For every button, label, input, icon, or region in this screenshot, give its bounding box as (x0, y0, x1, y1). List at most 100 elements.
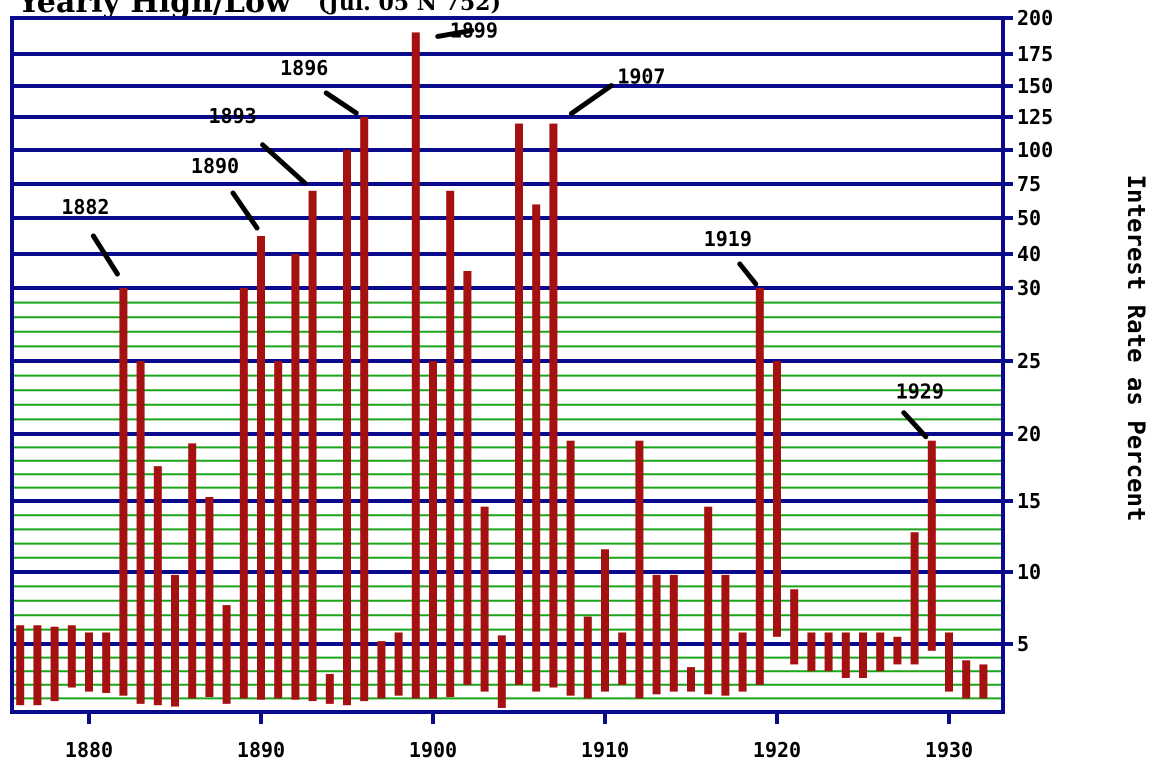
bar (583, 616, 592, 699)
bar (979, 664, 988, 699)
bar (601, 549, 609, 692)
y-tick-label: 10 (1017, 560, 1041, 584)
bar (153, 466, 162, 706)
bar (652, 574, 661, 695)
annotation-pointer (568, 83, 614, 117)
bar (566, 440, 575, 696)
y-axis-label: Interest Rate as Percent (1122, 175, 1150, 522)
bar (360, 117, 369, 702)
y-tick-label: 125 (1017, 105, 1053, 129)
bar (429, 361, 437, 699)
bar (343, 150, 351, 706)
annotation-label: 1929 (896, 380, 944, 404)
bar (635, 440, 644, 699)
y-tick-label: 40 (1017, 242, 1041, 266)
annotation-pointer (260, 142, 308, 186)
bar (33, 625, 42, 706)
annotation-pointer (435, 27, 475, 39)
y-tick-label: 175 (1017, 42, 1053, 66)
annotation-pointer (90, 233, 120, 277)
bar (67, 625, 76, 688)
bar (532, 204, 541, 692)
bar (50, 626, 59, 702)
bar (411, 32, 420, 699)
bar (704, 506, 713, 695)
bar (239, 288, 248, 699)
y-tick-label: 25 (1017, 349, 1041, 373)
bar (446, 190, 455, 698)
bar (291, 254, 300, 700)
bar (308, 190, 317, 702)
annotation-label: 1907 (617, 65, 665, 89)
bar (721, 574, 730, 696)
bar (738, 632, 747, 692)
annotation-label: 1893 (209, 104, 257, 128)
bar (497, 635, 506, 708)
bar (188, 443, 197, 699)
annotation-label: 1899 (450, 18, 498, 42)
bar (790, 589, 799, 665)
annotation-pointer (901, 410, 929, 440)
annotation-pointer (737, 261, 759, 287)
bar (16, 625, 25, 706)
y-tick-label: 5 (1017, 632, 1029, 656)
minor-gridlines (12, 301, 1003, 700)
x-tick-label: 1890 (237, 738, 285, 762)
annotation-label: 1919 (704, 227, 752, 251)
bar (807, 632, 816, 672)
y-tick-label: 150 (1017, 74, 1053, 98)
chart-title: Yearly High/Low (17, 0, 292, 20)
bar (515, 123, 523, 685)
bar (841, 632, 850, 678)
bar (119, 288, 128, 696)
bar (927, 440, 936, 651)
bar (859, 632, 867, 678)
annotations: 1882 1890 1893 1896 1899 1907 1919 1929 (61, 18, 944, 440)
annotation-pointer (230, 190, 260, 231)
x-tick-label: 1920 (753, 738, 801, 762)
bar (463, 271, 472, 685)
bar (876, 632, 885, 672)
y-axis-ticks: 5 10 15 20 25 30 40 50 75 100 125 150 175 200 (1003, 6, 1053, 656)
x-tick-label: 1880 (65, 738, 113, 762)
bar (549, 123, 558, 688)
bar (755, 288, 764, 685)
bar (687, 667, 695, 692)
bar (325, 673, 334, 704)
x-tick-label: 1910 (581, 738, 629, 762)
bar (171, 574, 179, 707)
bar (222, 605, 231, 704)
bar (962, 660, 971, 699)
y-tick-label: 30 (1017, 276, 1041, 300)
bar (102, 632, 111, 693)
bar (394, 632, 403, 696)
y-tick-label: 50 (1017, 206, 1041, 230)
high-low-bars (16, 32, 988, 708)
annotation-label: 1896 (280, 56, 328, 80)
annotation-pointer (323, 90, 359, 116)
bar (136, 361, 145, 704)
y-tick-label: 15 (1017, 489, 1041, 513)
bar (893, 636, 902, 665)
annotation-label: 1882 (61, 195, 109, 219)
bar (773, 361, 781, 637)
y-tick-label: 200 (1017, 6, 1053, 30)
y-tick-label: 20 (1017, 422, 1041, 446)
y-tick-label: 100 (1017, 138, 1053, 162)
annotation-label: 1890 (191, 154, 239, 178)
bar (618, 632, 627, 685)
bar (274, 361, 283, 699)
plot-frame (10, 16, 1005, 714)
bar (945, 632, 953, 692)
bar (669, 574, 678, 692)
y-tick-label: 75 (1017, 172, 1041, 196)
bar (377, 641, 386, 699)
bar (910, 532, 919, 665)
x-tick-label: 1900 (409, 738, 457, 762)
x-tick-label: 1930 (925, 738, 973, 762)
bar (205, 496, 214, 698)
bar (257, 236, 265, 700)
bar (85, 632, 93, 692)
x-axis-ticks: 1880 1890 1900 1910 1920 1930 (65, 712, 973, 762)
